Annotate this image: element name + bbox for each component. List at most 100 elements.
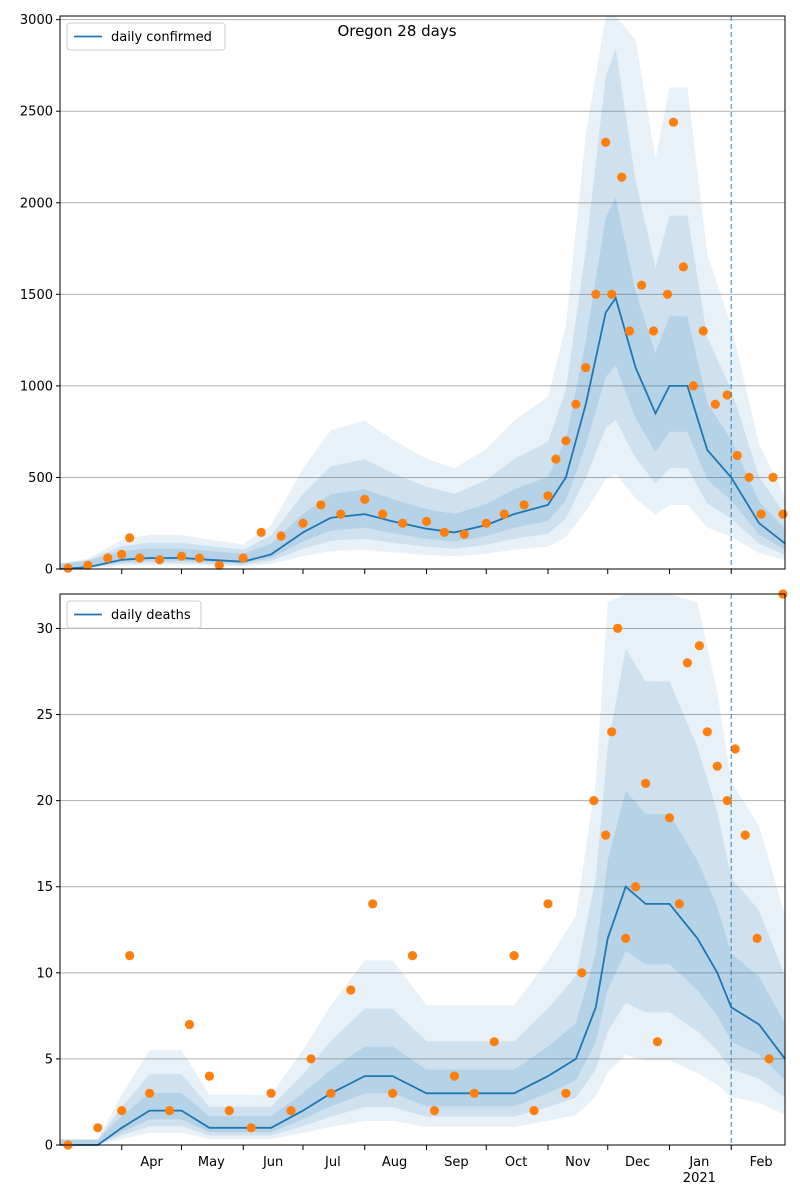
observed-point xyxy=(601,830,611,840)
y-tick-label: 5 xyxy=(45,1052,53,1067)
uncertainty-band xyxy=(60,48,785,570)
observed-point xyxy=(117,549,127,560)
observed-point xyxy=(740,830,750,840)
observed-point xyxy=(378,509,388,519)
observed-point xyxy=(204,1071,214,1081)
observed-point xyxy=(778,509,788,519)
observed-point xyxy=(164,1106,175,1116)
observed-point xyxy=(103,553,113,563)
observed-point xyxy=(744,472,754,482)
observed-point xyxy=(489,1037,499,1047)
uncertainty-band xyxy=(60,790,785,1145)
x-tick-label: May xyxy=(198,1155,225,1170)
x-tick-label: Aug xyxy=(382,1155,407,1170)
x-tick-label: Oct xyxy=(505,1155,527,1170)
observed-point xyxy=(117,1106,127,1116)
observed-point xyxy=(712,761,722,771)
y-tick-label: 3000 xyxy=(20,13,53,28)
observed-point xyxy=(613,623,623,634)
observed-point xyxy=(694,641,705,651)
observed-point xyxy=(631,882,641,892)
y-tick-label: 15 xyxy=(36,880,53,895)
observed-point xyxy=(336,509,346,519)
legend: daily deaths xyxy=(66,600,202,629)
legend: daily confirmed xyxy=(66,22,226,51)
observed-point xyxy=(256,527,266,538)
observed-point xyxy=(641,778,651,789)
y-tick-label: 30 xyxy=(36,622,53,637)
x-year-label: 2021 xyxy=(683,1171,716,1186)
y-tick-label: 500 xyxy=(28,471,53,486)
observed-point xyxy=(674,899,685,909)
observed-point xyxy=(581,363,591,373)
observed-point xyxy=(368,899,378,909)
observed-point xyxy=(571,399,581,409)
y-tick-label: 1500 xyxy=(20,288,53,303)
observed-point xyxy=(449,1071,459,1081)
observed-point xyxy=(135,553,145,563)
observed-point xyxy=(509,951,519,961)
observed-point xyxy=(93,1123,103,1133)
y-tick-label: 20 xyxy=(36,794,53,809)
uncertainty-band xyxy=(60,648,785,1145)
observed-point xyxy=(688,381,699,391)
observed-point xyxy=(607,727,617,737)
observed-point xyxy=(360,494,370,504)
y-tick-label: 2500 xyxy=(20,105,53,120)
observed-point xyxy=(125,951,135,961)
observed-point xyxy=(722,390,732,400)
observed-point xyxy=(326,1088,336,1098)
legend-label: daily deaths xyxy=(111,608,191,623)
x-tick-label: Jan xyxy=(688,1155,709,1170)
observed-point xyxy=(625,326,635,336)
x-tick-label: Sep xyxy=(444,1155,469,1170)
observed-point xyxy=(266,1088,276,1098)
observed-point xyxy=(543,899,553,909)
observed-point xyxy=(698,326,708,336)
x-tick-label: Jun xyxy=(262,1155,283,1170)
observed-point xyxy=(621,933,631,944)
y-tick-label: 0 xyxy=(45,1139,53,1154)
observed-point xyxy=(224,1106,234,1116)
observed-point xyxy=(246,1123,256,1133)
uncertainty-band xyxy=(60,197,785,569)
x-tick-label: Feb xyxy=(750,1155,773,1170)
observed-point xyxy=(439,527,449,538)
observed-point xyxy=(589,796,599,806)
observed-point xyxy=(561,436,571,446)
y-tick-label: 1000 xyxy=(20,379,53,394)
observed-point xyxy=(184,1019,195,1030)
observed-point xyxy=(176,551,187,561)
observed-point xyxy=(316,500,326,510)
x-tick-label: Apr xyxy=(140,1155,163,1170)
observed-point xyxy=(214,560,224,570)
observed-point xyxy=(125,533,135,543)
x-tick-label: Dec xyxy=(625,1155,650,1170)
observed-point xyxy=(398,518,408,528)
observed-point xyxy=(601,137,611,147)
chart-title: Oregon 28 days xyxy=(337,22,456,40)
observed-point xyxy=(668,117,679,127)
uncertainty-band xyxy=(60,16,785,569)
observed-point xyxy=(155,555,165,565)
legend-box xyxy=(66,600,202,629)
observed-point xyxy=(543,491,553,501)
observed-point xyxy=(63,563,73,573)
observed-point xyxy=(710,399,720,409)
observed-point xyxy=(481,518,491,528)
observed-point xyxy=(764,1054,774,1064)
axes-frame xyxy=(59,593,786,1146)
observed-point xyxy=(664,813,675,823)
axes-frame xyxy=(59,15,786,570)
observed-point xyxy=(768,472,778,482)
observed-point xyxy=(752,933,762,944)
observed-point xyxy=(648,326,659,336)
legend-label: daily confirmed xyxy=(111,30,212,45)
observed-point xyxy=(756,509,766,519)
y-tick-label: 25 xyxy=(36,708,53,723)
observed-point xyxy=(276,531,286,541)
observed-point xyxy=(678,262,689,272)
observed-point xyxy=(607,289,617,299)
